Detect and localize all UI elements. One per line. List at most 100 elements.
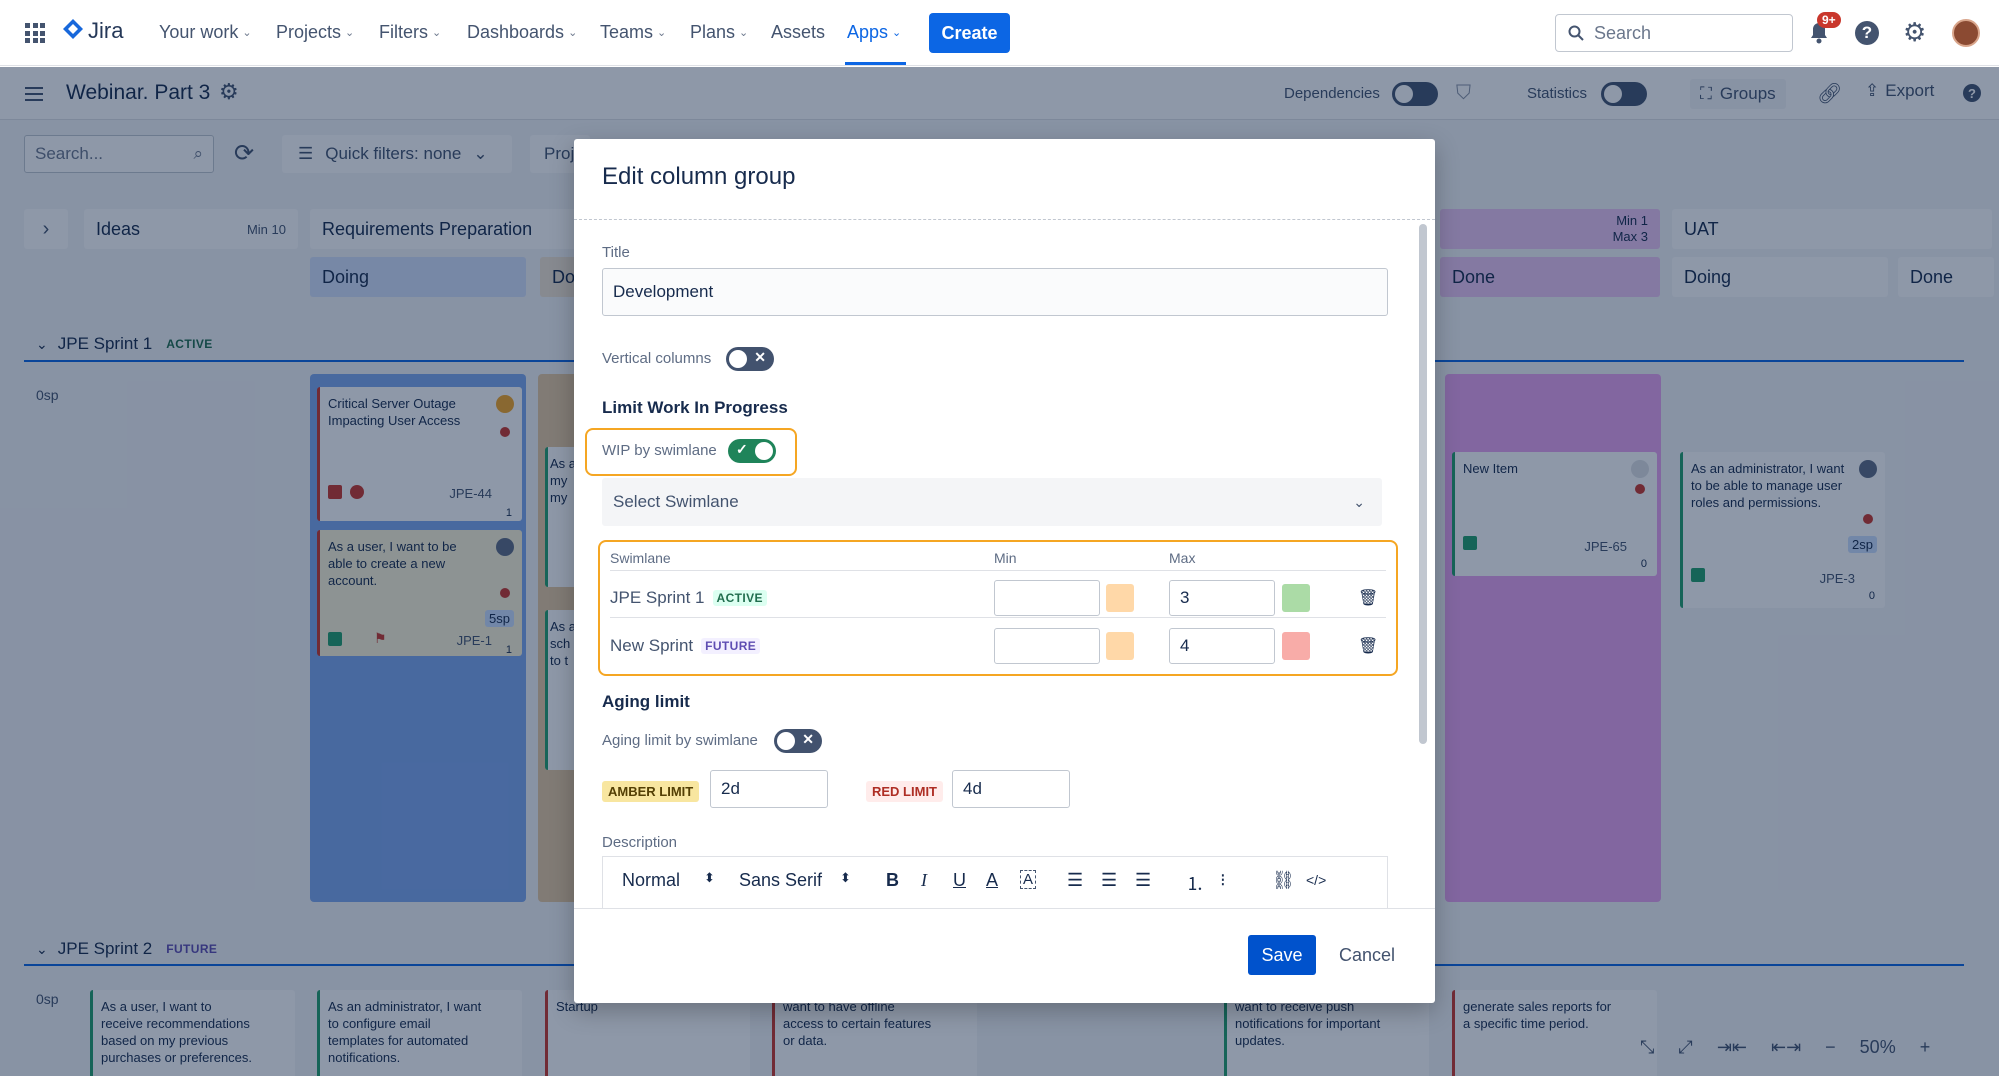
nav-projects[interactable]: Projects ⌄ <box>276 22 355 42</box>
card-sprint2-6[interactable]: generate sales reports for a specific ti… <box>1452 990 1657 1076</box>
column-requirements-preparation[interactable]: Requirements Preparation <box>310 209 590 249</box>
italic-icon[interactable]: I <box>921 870 927 890</box>
avatar <box>1859 460 1877 478</box>
title-input[interactable]: Development <box>602 268 1388 316</box>
filter-lines-icon: ☰ <box>298 144 314 163</box>
statistics-toggle[interactable] <box>1601 82 1647 106</box>
format-select[interactable]: Normal ⬍ <box>622 870 715 890</box>
bullet-list-icon[interactable]: ⁝ <box>1220 870 1226 890</box>
delete-trash-icon[interactable]: 🗑︎ <box>1358 638 1379 655</box>
align-left-icon[interactable]: ☰ <box>1067 870 1084 890</box>
card-sprint2-5[interactable]: want to receive push notifications for i… <box>1224 990 1429 1076</box>
nav-assets[interactable]: Assets <box>771 22 826 42</box>
chevron-down-icon: ⌄ <box>36 335 48 352</box>
card-sprint2-4[interactable]: want to have offline access to certain f… <box>772 990 977 1076</box>
header-swimlane: Swimlane <box>610 550 671 566</box>
column-uat-done[interactable]: Done <box>1898 257 1994 297</box>
link-icon[interactable]: ⛓︎ <box>1272 870 1295 890</box>
max-input[interactable]: 3 <box>1169 580 1275 616</box>
create-button[interactable]: Create <box>929 13 1010 53</box>
board-title: Webinar. Part 3 <box>66 81 211 104</box>
sprint2-points: 0sp <box>36 991 59 1007</box>
code-icon[interactable]: </> <box>1306 872 1327 888</box>
nav-teams[interactable]: Teams ⌄ <box>600 22 667 42</box>
underline-icon[interactable]: U <box>953 870 966 890</box>
max-input[interactable]: 4 <box>1169 628 1275 664</box>
min-input[interactable] <box>994 628 1100 664</box>
min-color-swatch[interactable] <box>1106 584 1134 612</box>
card-sprint2-3[interactable]: Startup <box>545 990 750 1076</box>
column-uat[interactable]: UAT <box>1672 209 1992 249</box>
ordered-list-icon[interactable]: ⒈ <box>1186 874 1204 894</box>
expand-icon[interactable]: ⤢ <box>1678 1036 1693 1057</box>
delete-trash-icon[interactable]: 🗑︎ <box>1358 590 1379 607</box>
cancel-button[interactable]: Cancel <box>1338 944 1396 965</box>
chevron-down-icon: ⌄ <box>568 27 578 39</box>
card-jpe-65[interactable]: New Item JPE-65 0 <box>1452 452 1657 576</box>
amber-limit-input[interactable]: 2d <box>710 770 828 808</box>
card-jpe-3[interactable]: As an administrator, I want to be able t… <box>1680 452 1885 608</box>
card-partial-1[interactable]: As a my my <box>545 447 578 587</box>
card-jpe-1[interactable]: As a user, I want to be able to create a… <box>317 530 522 656</box>
max-color-swatch[interactable] <box>1282 584 1310 612</box>
max-color-swatch[interactable] <box>1282 632 1310 660</box>
chevron-down-icon: ⌄ <box>36 940 48 957</box>
settings-gear-icon[interactable]: ⚙ <box>1903 17 1927 47</box>
card-partial-2[interactable]: As a sch to t <box>545 610 578 770</box>
export-button[interactable]: ⇪ Export <box>1865 81 1935 100</box>
aging-by-swimlane-toggle[interactable]: ✕ <box>774 729 822 753</box>
sprint1-header[interactable]: ⌄ JPE Sprint 1 ACTIVE <box>36 334 217 354</box>
zoom-in-icon[interactable]: + <box>1919 1036 1931 1057</box>
nav-dashboards[interactable]: Dashboards ⌄ <box>467 22 578 42</box>
red-limit-input[interactable]: 4d <box>952 770 1070 808</box>
board-settings-gear-icon[interactable]: ⚙ <box>219 79 239 104</box>
save-button[interactable]: Save <box>1248 935 1316 975</box>
card-jpe-44[interactable]: Critical Server Outage Impacting User Ac… <box>317 387 522 521</box>
text-color-icon[interactable]: A <box>986 870 999 890</box>
dependencies-toggle[interactable] <box>1392 82 1438 106</box>
hamburger-menu-icon[interactable] <box>25 87 43 101</box>
bold-icon[interactable]: B <box>886 870 899 890</box>
zoom-out-icon[interactable]: − <box>1825 1036 1836 1057</box>
column-ideas[interactable]: Ideas Min 10 <box>84 209 298 249</box>
font-select[interactable]: Sans Serif ⬍ <box>739 870 851 890</box>
collapse-icon[interactable]: ⤡ <box>1640 1036 1655 1057</box>
board-help-icon[interactable]: ? <box>1963 84 1981 102</box>
align-center-icon[interactable]: ☰ <box>1101 870 1118 890</box>
help-icon[interactable]: ? <box>1855 21 1879 45</box>
stretch-icon[interactable]: ⇤⇥ <box>1770 1036 1802 1057</box>
collapse-columns-button[interactable]: › <box>24 209 68 249</box>
highlight-icon[interactable]: A <box>1020 870 1037 889</box>
user-avatar[interactable] <box>1952 19 1980 47</box>
nav-plans[interactable]: Plans ⌄ <box>690 22 749 42</box>
card-sprint2-2[interactable]: As an administrator, I want to configure… <box>317 990 522 1076</box>
sprint2-header[interactable]: ⌄ JPE Sprint 2 FUTURE <box>36 939 221 959</box>
nav-your-work[interactable]: Your work ⌄ <box>159 22 252 42</box>
min-color-swatch[interactable] <box>1106 632 1134 660</box>
fit-width-icon[interactable]: ⇥⇤ <box>1716 1036 1747 1057</box>
jira-logo[interactable]: Jira <box>62 18 123 44</box>
card-sprint2-1[interactable]: As a user, I want to receive recommendat… <box>90 990 295 1076</box>
scrollbar[interactable] <box>1419 224 1427 744</box>
min-input[interactable] <box>994 580 1100 616</box>
story-icon <box>1691 568 1705 582</box>
groups-button[interactable]: ⛶ Groups <box>1690 79 1786 109</box>
column-development-done[interactable]: Done <box>1440 257 1660 297</box>
nav-apps[interactable]: Apps ⌄ <box>847 22 902 42</box>
app-switcher-icon[interactable] <box>25 23 45 43</box>
board-search-input[interactable]: Search... ⌕ <box>24 135 214 173</box>
column-uat-doing[interactable]: Doing <box>1672 257 1888 297</box>
dependencies-label: Dependencies <box>1284 85 1380 102</box>
vertical-columns-toggle[interactable]: ✕ <box>726 347 774 371</box>
wip-by-swimlane-toggle[interactable]: ✓ <box>728 439 776 463</box>
swimlane-name: JPE Sprint 1 ACTIVE <box>610 588 767 608</box>
global-search-input[interactable]: Search <box>1555 14 1793 52</box>
link-icon[interactable]: 🔗︎ <box>1817 83 1843 105</box>
refresh-icon[interactable]: ⟳ <box>234 140 255 167</box>
nav-filters[interactable]: Filters ⌄ <box>379 22 442 42</box>
select-swimlane-dropdown[interactable]: Select Swimlane ⌄ <box>602 478 1382 526</box>
filter-icon[interactable]: ⛉ <box>1456 82 1471 104</box>
column-requirements-doing[interactable]: Doing <box>310 257 526 297</box>
align-right-icon[interactable]: ☰ <box>1135 870 1152 890</box>
quick-filters-dropdown[interactable]: ☰ Quick filters: none ⌄ <box>282 135 512 173</box>
